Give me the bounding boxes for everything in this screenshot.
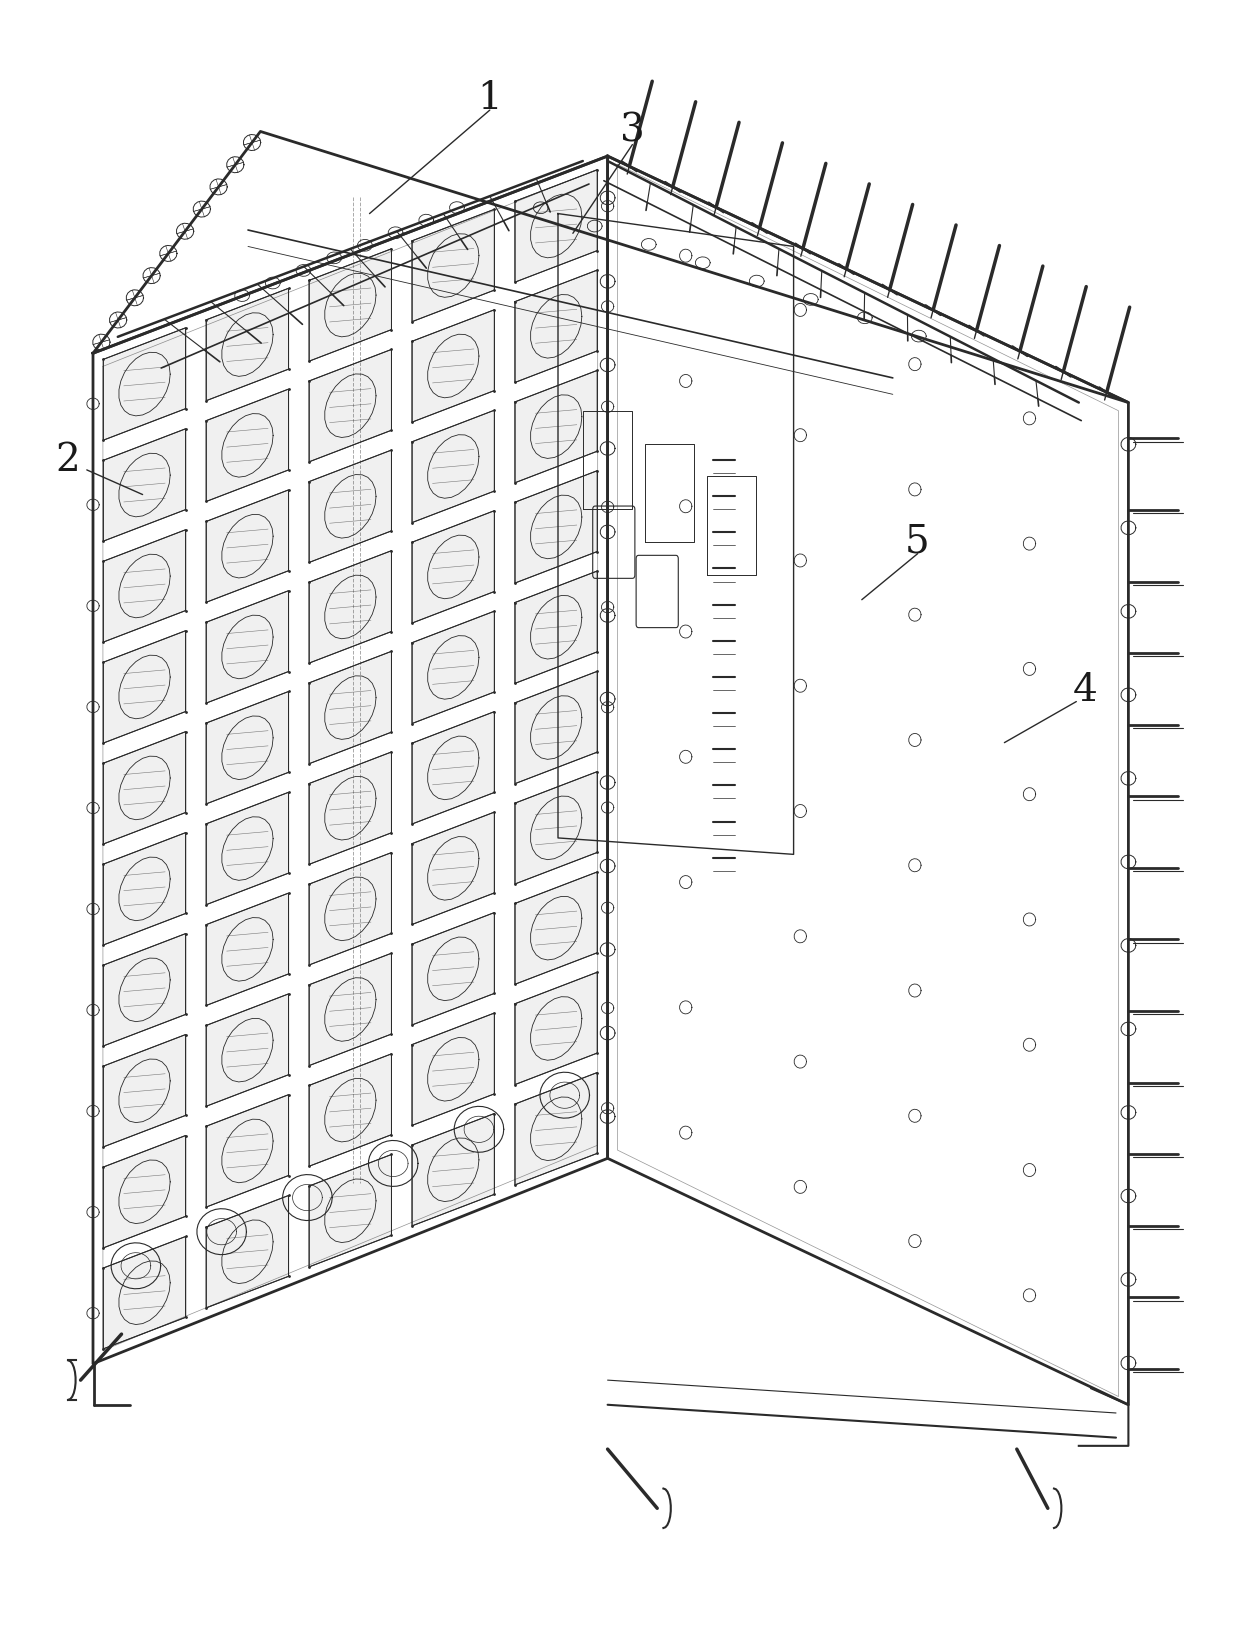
Polygon shape: [412, 812, 495, 925]
Polygon shape: [309, 1053, 392, 1167]
Polygon shape: [309, 450, 392, 562]
Polygon shape: [309, 350, 392, 462]
Polygon shape: [103, 1237, 186, 1349]
Polygon shape: [206, 1094, 289, 1208]
Polygon shape: [309, 550, 392, 664]
Polygon shape: [412, 711, 495, 825]
Polygon shape: [309, 651, 392, 764]
Text: 4: 4: [1073, 672, 1097, 708]
Polygon shape: [206, 288, 289, 401]
Polygon shape: [412, 912, 495, 1025]
Polygon shape: [309, 953, 392, 1066]
Polygon shape: [206, 490, 289, 603]
Polygon shape: [103, 731, 186, 845]
Text: 3: 3: [620, 113, 645, 150]
Polygon shape: [412, 511, 495, 623]
Polygon shape: [515, 269, 598, 383]
Polygon shape: [515, 872, 598, 984]
Text: 2: 2: [56, 442, 81, 478]
Polygon shape: [309, 248, 392, 361]
Polygon shape: [515, 772, 598, 884]
Polygon shape: [412, 209, 495, 322]
Polygon shape: [412, 1014, 495, 1125]
Polygon shape: [309, 1155, 392, 1267]
Polygon shape: [103, 429, 186, 541]
Polygon shape: [206, 994, 289, 1106]
Polygon shape: [103, 329, 186, 440]
Polygon shape: [103, 631, 186, 743]
Polygon shape: [206, 389, 289, 501]
Polygon shape: [309, 853, 392, 964]
Polygon shape: [515, 169, 598, 283]
Polygon shape: [515, 470, 598, 583]
Polygon shape: [515, 1073, 598, 1185]
Polygon shape: [206, 894, 289, 1006]
Text: 5: 5: [905, 524, 930, 560]
Polygon shape: [206, 692, 289, 803]
Polygon shape: [206, 591, 289, 703]
Polygon shape: [103, 1135, 186, 1249]
Polygon shape: [103, 529, 186, 642]
Polygon shape: [103, 933, 186, 1047]
Polygon shape: [412, 411, 495, 522]
Polygon shape: [412, 311, 495, 422]
Polygon shape: [515, 672, 598, 784]
Polygon shape: [103, 1035, 186, 1147]
Polygon shape: [103, 833, 186, 945]
Text: 1: 1: [477, 81, 502, 117]
Polygon shape: [412, 611, 495, 723]
Polygon shape: [515, 572, 598, 683]
Polygon shape: [515, 973, 598, 1084]
Polygon shape: [206, 792, 289, 905]
Polygon shape: [309, 752, 392, 864]
Polygon shape: [412, 1114, 495, 1226]
Polygon shape: [515, 370, 598, 483]
Polygon shape: [206, 1196, 289, 1308]
